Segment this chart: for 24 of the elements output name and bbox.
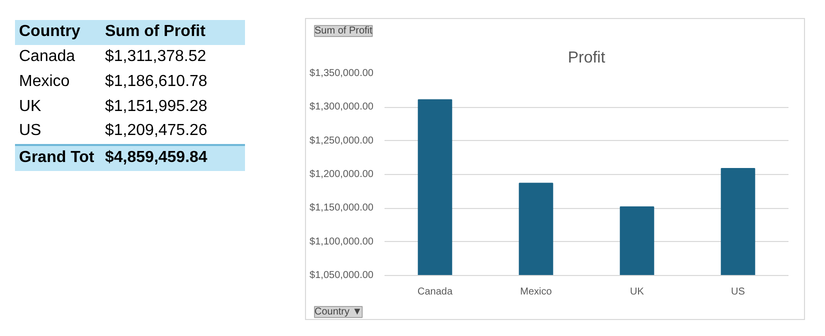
text: UK [18,96,42,117]
y-tick-label: $1,300,000.00 [310,102,374,113]
x-tick-label: Mexico [520,286,552,298]
text: Mexico [18,72,71,92]
chart-title: Profit [568,50,606,66]
text: $1,151,995.28 [104,96,208,117]
y-tick-label: $1,050,000.00 [310,270,374,281]
text: Canada [18,46,76,67]
text: $1,186,610.78 [104,72,208,92]
y-tick-label: $1,250,000.00 [310,135,374,146]
text: $1,209,475.26 [104,121,208,142]
x-tick-label: US [731,286,746,298]
y-tick-label: $1,100,000.00 [310,236,374,248]
total-band: Grand Tot $4,859,459.84 [15,144,245,172]
header-band: Country Sum of Profit [15,20,245,45]
y-tick-label: $1,200,000.00 [310,169,374,180]
text: Sum of Profit [314,26,373,36]
x-tick-label: UK [630,286,644,298]
x-tick-label: Canada [417,286,453,298]
text: Country ▼ [314,306,362,318]
y-tick-label: $1,150,000.00 [310,202,374,214]
text: $1,311,378.52 [104,46,208,67]
y-tick-label: $1,350,000.00 [310,68,374,79]
text: US [18,121,42,142]
